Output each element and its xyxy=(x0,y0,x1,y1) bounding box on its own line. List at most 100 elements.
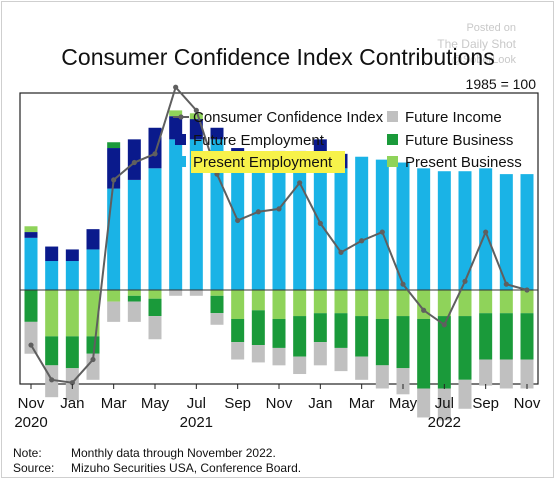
bar-future-business xyxy=(375,318,389,366)
bar-present-business xyxy=(313,290,327,314)
bar-present-business xyxy=(520,290,534,314)
bar-present-business xyxy=(65,290,79,337)
legend-swatch-future-income xyxy=(387,111,398,122)
x-tick-label: May xyxy=(389,395,418,412)
x-year-label: 2020 xyxy=(14,414,47,431)
bar-present-business xyxy=(375,290,389,319)
bar-present-employment xyxy=(334,168,348,290)
bar-future-business xyxy=(417,318,431,389)
bar-future-business xyxy=(499,313,513,360)
bar-future-employment xyxy=(127,139,141,180)
x-tick-label: Nov xyxy=(18,395,45,412)
x-tick-label: Jul xyxy=(187,395,206,412)
index-point xyxy=(379,229,385,235)
legend-label-consumer-confidence-index: Consumer Confidence Index xyxy=(193,109,384,126)
bar-future-income xyxy=(272,347,286,366)
bar-future-employment xyxy=(24,232,38,238)
legend-swatch-present-business xyxy=(387,156,398,167)
legend-swatch-present-employment xyxy=(175,156,186,167)
bar-future-business xyxy=(479,313,493,360)
index-point xyxy=(338,249,344,255)
footnote-note-key: Note: xyxy=(13,446,42,460)
index-point xyxy=(462,278,468,284)
bar-future-employment xyxy=(189,119,203,140)
bar-present-business xyxy=(251,290,265,311)
bar-present-employment xyxy=(189,139,203,290)
bar-present-employment xyxy=(396,162,410,290)
index-point xyxy=(28,342,34,348)
index-point xyxy=(152,151,158,157)
bar-future-business xyxy=(127,295,141,302)
bar-future-business xyxy=(396,316,410,369)
bar-future-income xyxy=(107,301,121,322)
index-point xyxy=(193,107,199,113)
chart-title: Consumer Confidence Index Contributions xyxy=(61,44,495,70)
bar-future-business xyxy=(437,316,451,389)
index-point xyxy=(317,220,323,226)
legend-label-present-business: Present Business xyxy=(405,154,522,171)
bar-future-business xyxy=(65,336,79,369)
bar-present-business xyxy=(479,290,493,314)
bar-present-business xyxy=(210,290,224,296)
bar-present-business xyxy=(169,110,183,117)
bar-present-employment xyxy=(417,168,431,290)
bar-present-business xyxy=(24,226,38,233)
index-point xyxy=(131,159,137,166)
legend-label-future-business: Future Business xyxy=(405,132,513,149)
x-tick-label: Sep xyxy=(472,395,499,412)
bar-present-employment xyxy=(251,168,265,290)
bar-future-business xyxy=(24,290,38,322)
index-point xyxy=(483,229,489,235)
bar-present-employment xyxy=(437,171,451,290)
bar-present-business xyxy=(231,290,245,319)
bar-future-business xyxy=(313,313,327,343)
bar-future-business xyxy=(86,336,100,354)
bar-present-employment xyxy=(24,237,38,290)
bar-present-employment xyxy=(148,168,162,290)
bar-future-business xyxy=(520,313,534,360)
bar-future-income xyxy=(355,356,369,380)
bar-present-employment xyxy=(107,188,121,290)
bar-future-employment xyxy=(65,249,79,262)
footnote-source-text: Mizuho Securities USA, Conference Board. xyxy=(71,461,302,475)
bar-future-income xyxy=(148,316,162,340)
x-year-label: 2022 xyxy=(428,414,461,431)
legend-swatch-future-business xyxy=(387,134,398,145)
bar-future-employment xyxy=(169,116,183,140)
bar-present-business xyxy=(396,290,410,317)
watermark-brand: The Daily Shot xyxy=(437,37,516,51)
bar-present-business xyxy=(107,290,121,302)
bar-present-employment xyxy=(313,165,327,290)
bar-future-income xyxy=(169,290,183,296)
bar-future-income xyxy=(334,347,348,372)
bar-future-income xyxy=(189,290,203,296)
index-point xyxy=(421,307,427,313)
bar-future-business xyxy=(251,310,265,346)
legend-label-future-income: Future Income xyxy=(405,109,502,126)
bar-present-business xyxy=(458,290,472,317)
bar-future-business xyxy=(272,318,286,348)
bar-present-employment xyxy=(499,174,513,290)
bar-present-business xyxy=(189,113,203,120)
index-point xyxy=(297,180,303,186)
x-tick-label: Sep xyxy=(224,395,251,412)
bar-future-income xyxy=(24,321,38,354)
bar-future-business xyxy=(45,336,59,366)
x-year-label: 2021 xyxy=(180,414,213,431)
bar-present-employment xyxy=(127,179,141,290)
bar-present-employment xyxy=(375,159,389,290)
index-point xyxy=(255,209,261,215)
x-tick-label: Nov xyxy=(266,395,293,412)
legend-marker-consumer-confidence-index xyxy=(178,114,184,120)
watermark-handle: @SoberLook xyxy=(451,54,516,66)
bar-future-business xyxy=(334,313,348,348)
index-point xyxy=(441,322,447,328)
bar-present-business xyxy=(148,290,162,299)
watermark: Posted on The Daily Shot @SoberLook xyxy=(396,20,516,68)
footnote-source-key: Source: xyxy=(13,461,55,475)
x-tick-label: Jan xyxy=(60,395,84,412)
bar-future-employment xyxy=(210,127,224,140)
bar-present-employment xyxy=(479,168,493,290)
